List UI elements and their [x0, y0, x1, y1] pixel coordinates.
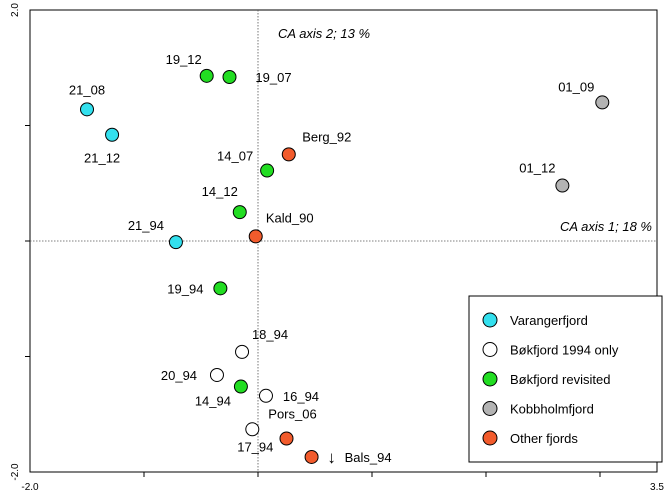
point-label-18_94: 18_94 [252, 327, 288, 342]
point-label-Bals_94: Bals_94 [345, 450, 392, 465]
point-label-19_12: 19_12 [166, 52, 202, 67]
point-01_12 [555, 178, 570, 193]
point-label-Pors_06: Pors_06 [268, 407, 316, 422]
point-14_07 [260, 163, 275, 178]
point-19_94 [213, 281, 228, 296]
point-label-21_08: 21_08 [69, 82, 105, 97]
point-19_07 [222, 69, 237, 84]
y-axis-label: CA axis 2; 13 % [278, 26, 370, 41]
point-01_09 [595, 95, 610, 110]
point-label-01_12: 01_12 [519, 161, 555, 176]
axes-layer: -2.0 3.5 2.0 -2.0 CA axis 2; 13 % CA axis 1; … [10, 3, 664, 493]
x-tick-label-min: -2.0 [21, 482, 39, 493]
point-Pors_06 [279, 431, 294, 446]
point-label-Kald_90: Kald_90 [266, 210, 314, 225]
legend-label-0: Varangerfjord [510, 313, 588, 328]
legend-marker-0 [482, 312, 498, 328]
point-21_94 [168, 235, 183, 250]
point-label-20_94: 20_94 [161, 368, 197, 383]
point-label-17_94: 17_94 [237, 439, 273, 454]
point-label-19_94: 19_94 [167, 281, 203, 296]
legend-label-1: Bøkfjord 1994 only [510, 343, 619, 358]
x-axis-label: CA axis 1; 18 % [560, 219, 652, 234]
point-20_94 [209, 367, 224, 382]
point-label-19_07: 19_07 [255, 70, 291, 85]
point-Berg_92 [281, 147, 296, 162]
point-18_94 [235, 344, 250, 359]
down-arrow-annotation: ↓ [327, 448, 336, 467]
point-19_12 [199, 68, 214, 83]
point-label-14_94: 14_94 [195, 394, 231, 409]
point-label-14_07: 14_07 [217, 149, 253, 164]
legend-marker-4 [482, 430, 498, 446]
y-tick-label-max: 2.0 [10, 3, 21, 17]
point-label-21_94: 21_94 [128, 218, 164, 233]
legend-label-2: Bøkfjord revisited [510, 372, 610, 387]
legend-marker-3 [482, 401, 498, 416]
legend-marker-1 [482, 342, 498, 357]
legend-label-4: Other fjords [510, 431, 578, 446]
points-layer [80, 68, 610, 464]
point-21_08 [80, 102, 94, 117]
y-tick-label-min: -2.0 [10, 463, 21, 481]
point-17_94 [245, 422, 260, 437]
point-label-01_09: 01_09 [558, 79, 594, 94]
point-14_94 [233, 379, 248, 394]
legend-label-3: Kobbholmfjord [510, 402, 594, 417]
point-Kald_90 [248, 229, 263, 244]
point-label-21_12: 21_12 [84, 151, 120, 166]
point-label-14_12: 14_12 [202, 184, 238, 199]
legend-box [468, 295, 663, 463]
point-21_12 [105, 127, 120, 142]
legend-marker-2 [482, 371, 498, 387]
point-label-16_94: 16_94 [283, 389, 319, 404]
x-tick-label-max: 3.5 [650, 482, 664, 493]
point-16_94 [258, 388, 273, 403]
labels-layer: 21_08 21_12 21_94 20_94 18_94 16_94 17_94 19_12… [69, 52, 594, 467]
point-label-Berg_92: Berg_92 [302, 129, 351, 144]
legend: Varangerfjord Bøkfjord 1994 only Bøkfjord … [468, 295, 663, 463]
point-14_12 [232, 205, 247, 220]
point-Bals_94 [304, 449, 319, 464]
